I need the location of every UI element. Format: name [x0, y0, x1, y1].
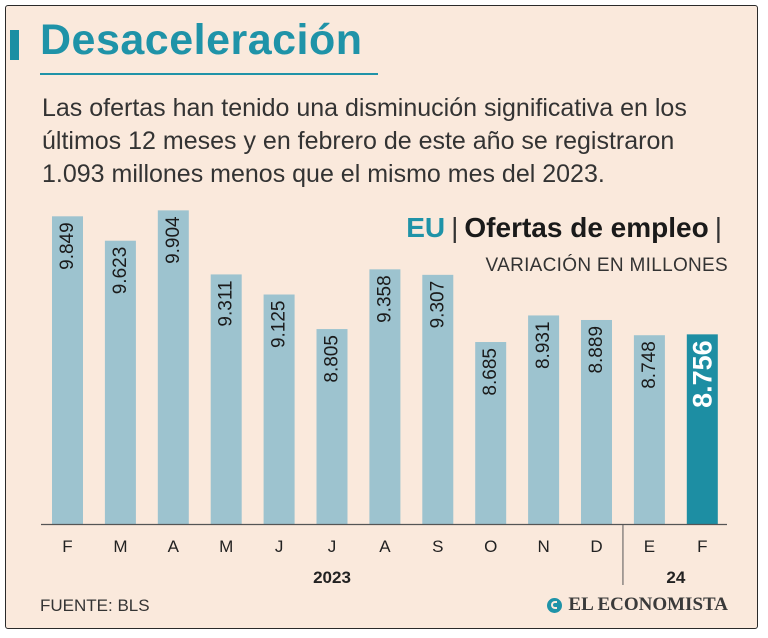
x-tick-label: A — [168, 537, 180, 556]
bar — [422, 274, 454, 524]
x-tick-label: M — [113, 537, 127, 556]
brand-icon — [547, 597, 563, 613]
bar — [633, 335, 665, 524]
intro-text: Las ofertas han tenido una disminución s… — [42, 94, 687, 188]
data-label: 8.756 — [687, 340, 717, 408]
bar — [475, 342, 507, 524]
x-tick-label: D — [590, 537, 602, 556]
data-label: 8.889 — [586, 326, 607, 374]
bar — [157, 210, 189, 525]
data-label: 8.685 — [480, 348, 501, 396]
chart-title: EU | Ofertas de empleo | — [406, 212, 728, 244]
page-title: Desaceleración — [40, 16, 363, 64]
bar — [104, 240, 136, 524]
brand-name: EL ECONOMISTA — [568, 594, 728, 615]
x-tick-label: F — [62, 537, 72, 556]
bar — [369, 269, 401, 524]
brand-logo: EL ECONOMISTA — [547, 594, 728, 616]
x-tick-label: O — [484, 537, 497, 556]
chart-title-separator: | — [451, 212, 459, 243]
bar — [52, 216, 83, 525]
data-label: 9.849 — [57, 222, 78, 270]
bar — [263, 294, 295, 524]
chart-title-trailing-separator: | — [714, 212, 722, 243]
data-label: 9.358 — [374, 275, 395, 323]
year-group-label: 24 — [666, 568, 685, 587]
x-tick-label: S — [432, 537, 443, 556]
data-label: 9.904 — [163, 216, 184, 264]
x-tick-label: J — [328, 537, 337, 556]
bar — [686, 334, 718, 524]
x-tick-label: J — [275, 537, 284, 556]
bar — [581, 319, 612, 524]
source-note: FUENTE: BLS — [40, 596, 150, 615]
data-label: 8.748 — [639, 341, 660, 389]
chart-title-label: Ofertas de empleo — [464, 212, 709, 243]
data-label: 9.125 — [269, 301, 290, 349]
x-tick-label: M — [219, 537, 233, 556]
data-label: 9.623 — [110, 247, 131, 295]
x-tick-label: F — [697, 537, 707, 556]
x-tick-label: E — [644, 537, 655, 556]
title-accent-bar — [10, 30, 19, 60]
data-label: 8.805 — [322, 335, 343, 383]
data-label: 9.307 — [427, 281, 448, 329]
x-tick-label: N — [537, 537, 549, 556]
bar — [316, 329, 348, 524]
chart-subtitle: VARIACIÓN EN MILLONES — [485, 255, 728, 276]
bar — [210, 274, 242, 524]
data-label: 9.311 — [216, 280, 237, 326]
x-tick-label: A — [379, 537, 391, 556]
chart-region: EU — [406, 212, 446, 243]
year-group-label: 2023 — [313, 568, 351, 587]
title-underline — [40, 73, 378, 75]
data-label: 8.931 — [533, 321, 554, 369]
bar — [528, 315, 560, 524]
